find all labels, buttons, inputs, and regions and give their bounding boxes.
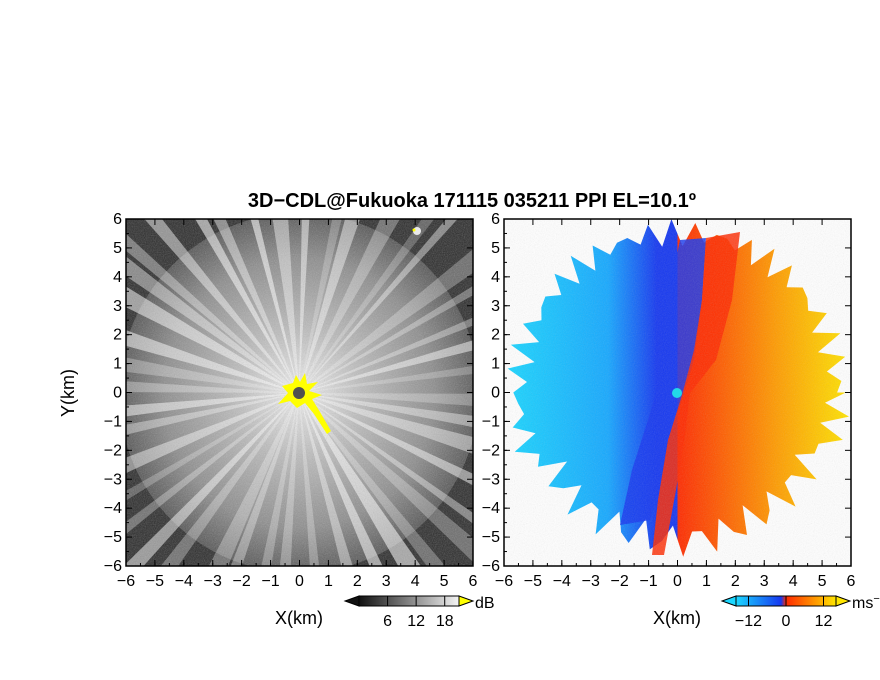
reflectivity-colorbar-low-arrow <box>343 595 360 607</box>
reflectivity-colorbar-high-arrow <box>458 595 475 607</box>
velocity-ytick-label: −4 <box>482 500 500 517</box>
reflectivity-colorbar-unit: dB <box>475 595 495 612</box>
reflectivity-ytick-label: 0 <box>113 385 122 402</box>
reflectivity-ytick-label: −3 <box>104 471 122 488</box>
near-center-echo <box>278 373 331 434</box>
velocity-center-marker <box>672 388 682 398</box>
velocity-xtick-label: 6 <box>847 573 856 590</box>
velocity-colorbar-unit: ms−1 <box>852 593 880 612</box>
velocity-xlabel: X(km) <box>653 608 701 628</box>
reflectivity-xlabel: X(km) <box>275 608 323 628</box>
reflectivity-ytick-label: −4 <box>104 500 122 517</box>
reflectivity-xtick-label: −4 <box>175 573 193 590</box>
reflectivity-xtick-label: 3 <box>382 573 391 590</box>
velocity-ytick-label: −1 <box>482 413 500 430</box>
velocity-xtick-label: 0 <box>673 573 682 590</box>
reflectivity-ytick-label: −5 <box>104 529 122 546</box>
velocity-colorbar-ticklabel: 12 <box>815 613 833 630</box>
velocity-xtick-label: −6 <box>495 573 513 590</box>
reflectivity-ytick-label: 5 <box>113 240 122 257</box>
radar-center-marker <box>293 387 305 399</box>
velocity-xtick-label: −1 <box>639 573 657 590</box>
reflectivity-xtick-label: 0 <box>295 573 304 590</box>
reflectivity-colorbar-ticklabel: 18 <box>436 613 454 630</box>
reflectivity-xtick-label: −5 <box>146 573 164 590</box>
velocity-ytick-label: −6 <box>482 558 500 575</box>
reflectivity-xtick-label: 5 <box>440 573 449 590</box>
reflectivity-colorbar-strip <box>358 595 460 607</box>
reflectivity-ytick-label: 4 <box>113 269 122 286</box>
reflectivity-ticks: −6 −5 −4 −3 −2 −1 0 1 2 3 4 5 6 −6 −5 −4 −3 −2 −1 0 1 2 3 4 5 6 <box>104 211 478 590</box>
figure-title: 3D−CDL@Fukuoka 171115 035211 PPI EL=10.1… <box>248 190 696 212</box>
reflectivity-ytick-label: 6 <box>113 211 122 228</box>
velocity-ticks: −6 −5 −4 −3 −2 −1 0 1 2 3 4 5 6 −6 −5 −4 −3 −2 −1 0 1 2 3 4 5 6 <box>482 211 856 590</box>
reflectivity-ytick-label: −1 <box>104 413 122 430</box>
reflectivity-ylabel: Y(km) <box>58 369 78 417</box>
reflectivity-xtick-label: −3 <box>204 573 222 590</box>
velocity-ytick-label: −5 <box>482 529 500 546</box>
velocity-colorbar: −12 0 12 ms−1 <box>720 593 880 630</box>
velocity-colorbar-ticklabel: 0 <box>782 613 791 630</box>
velocity-xtick-label: −5 <box>524 573 542 590</box>
isolated-echo-core <box>412 228 416 232</box>
reflectivity-field <box>126 219 473 566</box>
velocity-colorbar-low-arrow <box>720 595 737 607</box>
velocity-ytick-label: −3 <box>482 471 500 488</box>
velocity-xtick-label: 1 <box>702 573 711 590</box>
velocity-colorbar-unit-superscript: −1 <box>873 593 880 605</box>
reflectivity-xtick-label: 6 <box>469 573 478 590</box>
velocity-colorbar-high-arrow <box>835 595 852 607</box>
velocity-xtick-label: −2 <box>611 573 629 590</box>
reflectivity-colorbar: 6 12 18 dB <box>343 595 495 630</box>
velocity-ytick-label: 1 <box>491 356 500 373</box>
velocity-ytick-label: 3 <box>491 298 500 315</box>
velocity-field <box>504 219 851 566</box>
velocity-ytick-label: 2 <box>491 327 500 344</box>
velocity-xtick-label: 3 <box>760 573 769 590</box>
reflectivity-xtick-label: 1 <box>324 573 333 590</box>
reflectivity-xtick-label: −6 <box>117 573 135 590</box>
reflectivity-colorbar-ticklabel: 12 <box>407 613 425 630</box>
reflectivity-ytick-label: −2 <box>104 442 122 459</box>
reflectivity-ytick-label: 1 <box>113 356 122 373</box>
velocity-ytick-label: 0 <box>491 385 500 402</box>
velocity-xtick-label: 5 <box>818 573 827 590</box>
velocity-xtick-label: 2 <box>731 573 740 590</box>
reflectivity-xtick-label: −2 <box>233 573 251 590</box>
velocity-ytick-label: 6 <box>491 211 500 228</box>
velocity-ytick-label: 4 <box>491 269 500 286</box>
velocity-ytick-label: −2 <box>482 442 500 459</box>
reflectivity-xtick-label: 4 <box>411 573 420 590</box>
reflectivity-ytick-label: −6 <box>104 558 122 575</box>
reflectivity-xtick-label: 2 <box>353 573 362 590</box>
velocity-colorbar-ticklabel: −12 <box>735 613 762 630</box>
velocity-xtick-label: 4 <box>789 573 798 590</box>
reflectivity-xtick-label: −1 <box>261 573 279 590</box>
reflectivity-colorbar-ticklabel: 6 <box>383 613 392 630</box>
reflectivity-ytick-label: 2 <box>113 327 122 344</box>
velocity-xtick-label: −3 <box>582 573 600 590</box>
velocity-xtick-label: −4 <box>553 573 571 590</box>
reflectivity-ytick-label: 3 <box>113 298 122 315</box>
velocity-ytick-label: 5 <box>491 240 500 257</box>
